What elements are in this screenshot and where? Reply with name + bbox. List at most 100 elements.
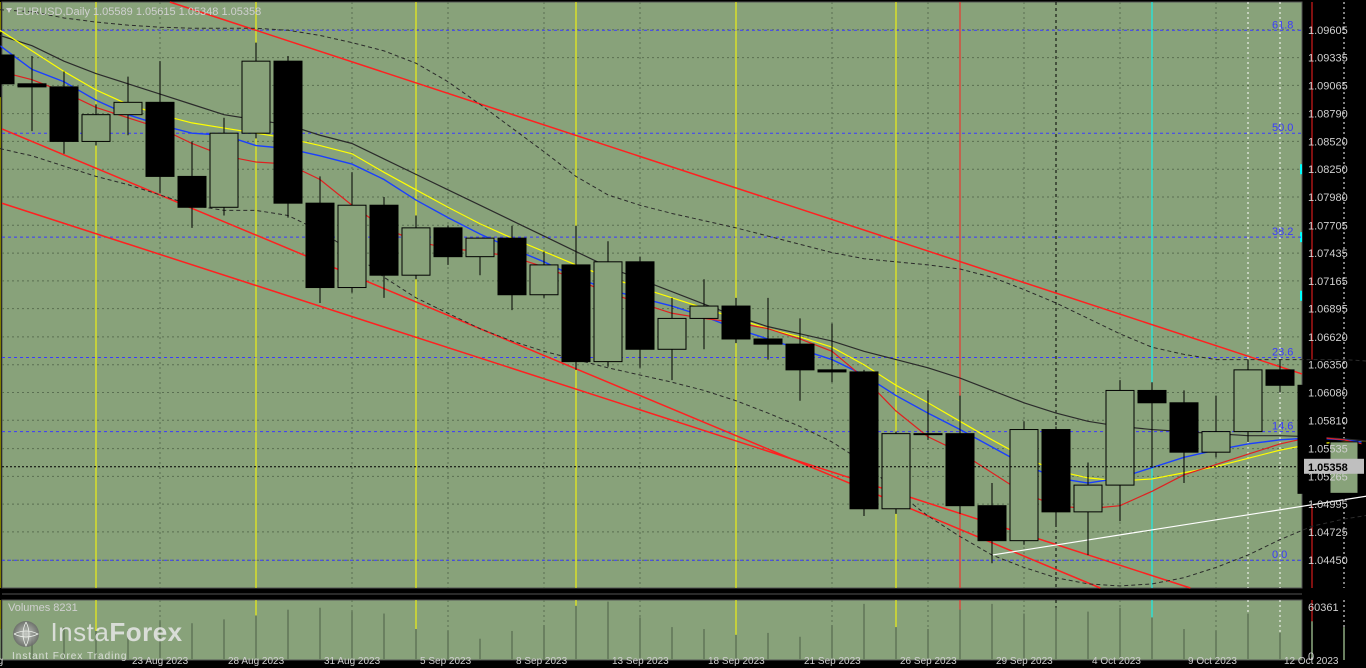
volume-bar (671, 627, 673, 660)
candle-body[interactable] (754, 339, 782, 344)
volume-bar (575, 606, 577, 660)
price-tick-label: 1.07435 (1308, 248, 1348, 260)
volume-bar (895, 627, 897, 660)
date-label: 28 Aug 2023 (228, 656, 285, 667)
candle-body[interactable] (1010, 430, 1038, 541)
candle-body[interactable] (338, 205, 366, 287)
date-label: 21 Sep 2023 (804, 656, 861, 667)
volume-bar (1087, 612, 1089, 660)
volume-bar (1055, 608, 1057, 660)
volume-bar (1279, 633, 1281, 660)
candle-body[interactable] (626, 262, 654, 349)
candle-body[interactable] (498, 238, 526, 295)
volume-label: Volumes 8231 (8, 602, 78, 614)
volume-bar (255, 615, 257, 660)
candle-body[interactable] (306, 203, 334, 287)
volume-bar (831, 625, 833, 660)
date-label: 5 Sep 2023 (420, 656, 472, 667)
volume-pane[interactable] (2, 600, 1302, 660)
candle-body[interactable] (18, 84, 46, 87)
fib-label: 0.0 (1272, 549, 1287, 561)
candle-body[interactable] (1362, 442, 1366, 454)
candle-body[interactable] (370, 205, 398, 275)
fib-label: 14.6 (1272, 421, 1293, 433)
price-tick-label: 1.08250 (1308, 164, 1348, 176)
fib-label: 61.8 (1272, 19, 1293, 31)
candle-body[interactable] (1074, 485, 1102, 512)
candle-body[interactable] (562, 265, 590, 362)
volume-bar (767, 633, 769, 660)
volume-bar (543, 625, 545, 660)
volume-bar (511, 631, 513, 660)
watermark: InstaForex Instant Forex Trading (12, 617, 183, 662)
candle-body[interactable] (658, 318, 686, 349)
candle-body[interactable] (850, 372, 878, 509)
volume-max-label: 60361 (1308, 602, 1339, 614)
candle-body[interactable] (434, 228, 462, 257)
candle-body[interactable] (242, 61, 270, 133)
volume-bar (1343, 627, 1345, 660)
candle-body[interactable] (786, 344, 814, 370)
date-label: 4 Oct 2023 (1092, 656, 1141, 667)
price-tick-label: 1.04450 (1308, 555, 1348, 567)
fib-label: 50.0 (1272, 122, 1293, 134)
candle-body[interactable] (818, 370, 846, 372)
price-tick-label: 1.06620 (1308, 332, 1348, 344)
price-tick-label: 1.07705 (1308, 220, 1348, 232)
chart-svg[interactable]: 61.850.038.223.614.60.0Volumes 8231EURUS… (0, 0, 1366, 668)
date-label: 12 Oct 2023 (1284, 656, 1339, 667)
candle-body[interactable] (50, 87, 78, 142)
candle-body[interactable] (1234, 370, 1262, 432)
candle-body[interactable] (0, 55, 14, 84)
candle-body[interactable] (1106, 390, 1134, 485)
candle-body[interactable] (210, 133, 238, 207)
price-tick-label: 1.05810 (1308, 415, 1348, 427)
candle-body[interactable] (722, 306, 750, 339)
candle-body[interactable] (146, 102, 174, 176)
volume-bar (479, 639, 481, 660)
fib-label: 23.6 (1272, 347, 1293, 359)
candle-body[interactable] (1170, 403, 1198, 452)
watermark-brand-prefix: Insta (50, 617, 109, 647)
price-tick-label: 1.09335 (1308, 53, 1348, 65)
candle-body[interactable] (530, 265, 558, 295)
candle-body[interactable] (690, 306, 718, 318)
candle-body[interactable] (402, 228, 430, 275)
price-tick-label: 1.09065 (1308, 80, 1348, 92)
price-tick-label: 1.06350 (1308, 360, 1348, 372)
date-label: 29 Sep 2023 (996, 656, 1053, 667)
volume-bar (1183, 629, 1185, 660)
volume-bar (319, 608, 321, 660)
volume-bar (703, 629, 705, 660)
candle-body[interactable] (274, 61, 302, 203)
volume-bar (863, 604, 865, 660)
date-label: 31 Aug 2023 (324, 656, 381, 667)
price-tick-label: 1.07980 (1308, 192, 1348, 204)
volume-bar (1151, 617, 1153, 660)
price-tick-label: 1.06895 (1308, 304, 1348, 316)
price-tick-label: 1.04725 (1308, 527, 1348, 539)
candle-body[interactable] (178, 176, 206, 207)
candle-body[interactable] (978, 506, 1006, 541)
candle-body[interactable] (466, 238, 494, 257)
candle-body[interactable] (1202, 432, 1230, 453)
symbol-label: EURUSD,Daily 1.05589 1.05615 1.05348 1.0… (16, 6, 261, 18)
candle-body[interactable] (946, 434, 974, 506)
candle-body[interactable] (594, 262, 622, 362)
volume-bar (799, 637, 801, 660)
date-label: 26 Sep 2023 (900, 656, 957, 667)
date-label: 8 Sep 2023 (516, 656, 568, 667)
candle-body[interactable] (914, 434, 942, 435)
volume-bar (959, 610, 961, 660)
candle-body[interactable] (1138, 390, 1166, 402)
volume-bar (383, 614, 385, 660)
volume-bar (1023, 614, 1025, 660)
candle-body[interactable] (82, 115, 110, 142)
candle-body[interactable] (114, 102, 142, 114)
price-tick-label: 1.04995 (1308, 499, 1348, 511)
candle-body[interactable] (1042, 430, 1070, 512)
candle-body[interactable] (1266, 370, 1294, 385)
volume-bar (223, 619, 225, 660)
date-label: 18 Sep 2023 (708, 656, 765, 667)
candle-body[interactable] (882, 434, 910, 509)
